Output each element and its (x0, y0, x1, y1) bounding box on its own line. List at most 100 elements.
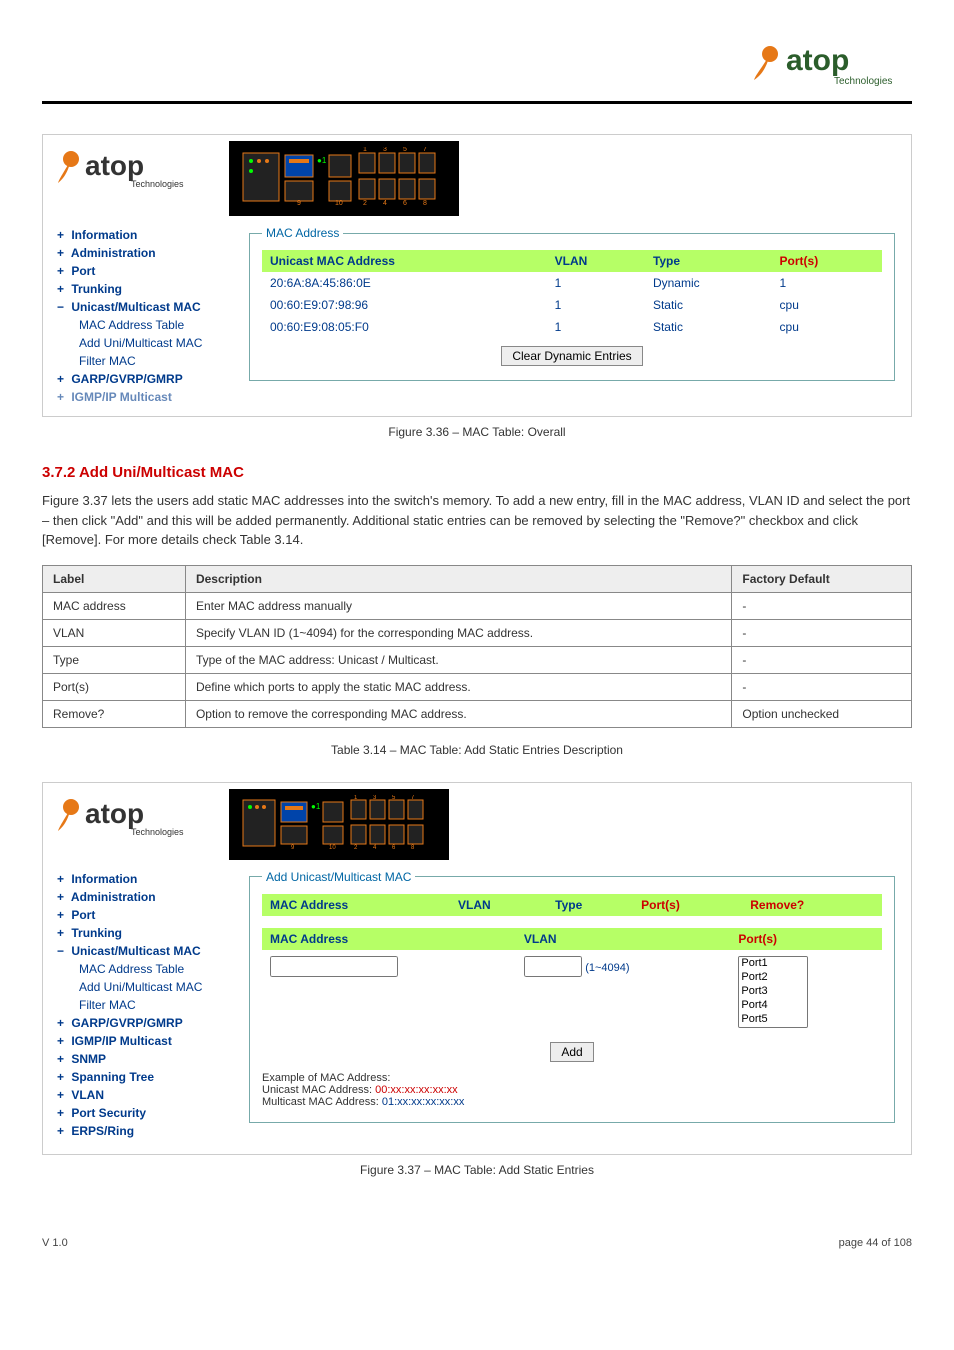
svg-text:4: 4 (383, 200, 387, 207)
nav-item[interactable]: + GARP/GVRP/GMRP (57, 1014, 237, 1032)
desc-table-cell: VLAN (43, 619, 186, 646)
page-footer: V 1.0 page 44 of 108 (42, 1237, 912, 1249)
switch-port-graphic-2: ●1 1 3 5 7 10 2 4 6 (229, 789, 449, 860)
mac-address-table: Unicast MAC AddressVLANTypePort(s) 20:6A… (262, 250, 882, 338)
desc-table-row: Remove?Option to remove the correspondin… (43, 700, 912, 727)
svg-text:7: 7 (423, 147, 427, 153)
mac-address-panel: MAC Address Unicast MAC AddressVLANTypeP… (249, 226, 895, 381)
footer-version: V 1.0 (42, 1237, 68, 1249)
nav-item[interactable]: − Unicast/Multicast MAC (57, 942, 237, 960)
svg-text:●1: ●1 (311, 802, 321, 811)
nav-item[interactable]: + Port (57, 906, 237, 924)
section-3-7-2-title: 3.7.2 Add Uni/Multicast MAC (42, 464, 912, 481)
example-multicast-label: Multicast MAC Address: (262, 1096, 379, 1108)
example-title: Example of MAC Address: (262, 1072, 882, 1084)
panel-legend: MAC Address (262, 226, 343, 240)
svg-text:2: 2 (363, 200, 367, 207)
desc-table-cell: - (732, 646, 912, 673)
svg-text:Technologies: Technologies (131, 827, 184, 837)
mac-table-cell: Dynamic (645, 272, 772, 294)
nav-item[interactable]: + Spanning Tree (57, 1068, 237, 1086)
nav-sidebar-2: + Information+ Administration+ Port+ Tru… (57, 870, 237, 1140)
nav-item[interactable]: + Administration (57, 888, 237, 906)
nav-item[interactable]: + Information (57, 870, 237, 888)
desc-table-header: Label (43, 565, 186, 592)
svg-text:3: 3 (383, 147, 387, 153)
mac-table-cell: 00:60:E9:07:98:96 (262, 294, 547, 316)
nav-sub-item[interactable]: Add Uni/Multicast MAC (57, 334, 237, 352)
nav-sub-item[interactable]: Add Uni/Multicast MAC (57, 978, 237, 996)
desc-table-row: Port(s)Define which ports to apply the s… (43, 673, 912, 700)
mac-table-cell: Static (645, 294, 772, 316)
nav-item[interactable]: + GARP/GVRP/GMRP (57, 370, 237, 388)
nav-item[interactable]: + IGMP/IP Multicast (57, 388, 237, 402)
desc-table-cell: Define which ports to apply the static M… (185, 673, 731, 700)
nav-item[interactable]: + Information (57, 226, 237, 244)
desc-table-cell: Port(s) (43, 673, 186, 700)
screenshot-logo-2: atop Technologies (43, 783, 221, 856)
mac-address-input[interactable] (270, 956, 398, 977)
mac-table-cell: cpu (772, 316, 882, 338)
nav-item[interactable]: + Trunking (57, 924, 237, 942)
switch-port-graphic: ●1 1 3 5 7 10 2 4 (229, 141, 459, 216)
svg-text:10: 10 (335, 200, 343, 207)
nav-sub-item[interactable]: MAC Address Table (57, 960, 237, 978)
figure-3-36-caption: Figure 3.36 – MAC Table: Overall (42, 425, 912, 439)
add-mac-form-header: Port(s) (730, 928, 882, 950)
desc-table-cell: Type of the MAC address: Unicast / Multi… (185, 646, 731, 673)
svg-text:10: 10 (329, 845, 336, 851)
desc-table-row: VLANSpecify VLAN ID (1~4094) for the cor… (43, 619, 912, 646)
table-3-14: LabelDescriptionFactory Default MAC addr… (42, 565, 912, 728)
mac-table-header: Unicast MAC Address (262, 250, 547, 272)
svg-text:●1: ●1 (317, 156, 327, 165)
header-divider (42, 101, 912, 104)
nav-sub-item[interactable]: Filter MAC (57, 996, 237, 1014)
nav-sub-item[interactable]: Filter MAC (57, 352, 237, 370)
mac-table-cell: Static (645, 316, 772, 338)
clear-dynamic-entries-button[interactable]: Clear Dynamic Entries (501, 346, 642, 366)
svg-text:5: 5 (403, 147, 407, 153)
nav-item[interactable]: − Unicast/Multicast MAC (57, 298, 237, 316)
ports-select[interactable]: Port1Port2Port3Port4Port5Port6 (738, 956, 808, 1029)
nav-sidebar-1: + Information+ Administration+ Port+ Tru… (57, 226, 237, 402)
mac-table-header: VLAN (547, 250, 645, 272)
mac-table-cell: 20:6A:8A:45:86:0E (262, 272, 547, 294)
desc-table-cell: - (732, 592, 912, 619)
existing-mac-list-table: MAC AddressVLANTypePort(s)Remove? (262, 894, 882, 916)
nav-item[interactable]: + Port Security (57, 1104, 237, 1122)
example-unicast-label: Unicast MAC Address: (262, 1084, 372, 1096)
mac-table-row: 00:60:E9:08:05:F01Staticcpu (262, 316, 882, 338)
desc-table-cell: Specify VLAN ID (1~4094) for the corresp… (185, 619, 731, 646)
svg-text:atop: atop (85, 798, 144, 829)
figure-3-36-screenshot: atop Technologies ●1 (42, 134, 912, 417)
desc-table-row: TypeType of the MAC address: Unicast / M… (43, 646, 912, 673)
desc-table-cell: Type (43, 646, 186, 673)
add-button[interactable]: Add (550, 1042, 593, 1062)
desc-table-cell: Remove? (43, 700, 186, 727)
nav-item[interactable]: + IGMP/IP Multicast (57, 1032, 237, 1050)
screenshot-logo: atop Technologies (43, 135, 221, 208)
add-mac-list-header: Type (547, 894, 633, 916)
mac-table-header: Type (645, 250, 772, 272)
atop-logo: atop Technologies (752, 40, 912, 90)
footer-page-number: page 44 of 108 (839, 1237, 912, 1249)
desc-table-cell: Option to remove the corresponding MAC a… (185, 700, 731, 727)
add-mac-panel: Add Unicast/Multicast MAC MAC AddressVLA… (249, 870, 895, 1124)
nav-item[interactable]: + Administration (57, 244, 237, 262)
svg-text:1: 1 (363, 147, 367, 153)
nav-item[interactable]: + Port (57, 262, 237, 280)
desc-table-header: Factory Default (732, 565, 912, 592)
add-mac-form-header: VLAN (516, 928, 731, 950)
nav-sub-item[interactable]: MAC Address Table (57, 316, 237, 334)
desc-table-header: Description (185, 565, 731, 592)
mac-table-cell: 1 (547, 316, 645, 338)
desc-table-cell: - (732, 673, 912, 700)
mac-table-row: 00:60:E9:07:98:961Staticcpu (262, 294, 882, 316)
nav-item[interactable]: + SNMP (57, 1050, 237, 1068)
vlan-input[interactable] (524, 956, 582, 977)
nav-item[interactable]: + ERPS/Ring (57, 1122, 237, 1140)
section-3-7-2-body: Figure 3.37 lets the users add static MA… (42, 491, 912, 550)
nav-item[interactable]: + Trunking (57, 280, 237, 298)
add-mac-list-header: MAC Address (262, 894, 450, 916)
nav-item[interactable]: + VLAN (57, 1086, 237, 1104)
